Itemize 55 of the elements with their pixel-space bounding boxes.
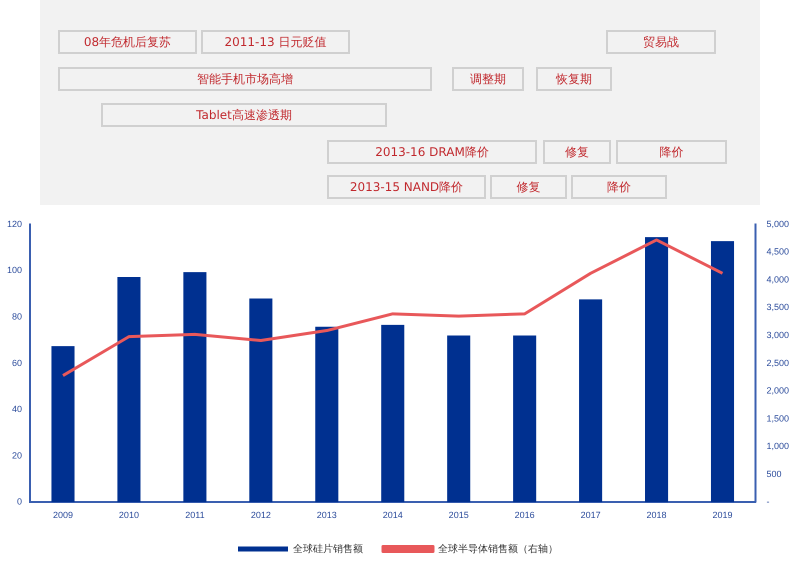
y2-tick-label: 3,000 <box>766 330 790 340</box>
x-tick-label: 2019 <box>712 510 733 520</box>
text: 08年危机后复苏 <box>58 30 197 54</box>
y2-tick-label: - <box>766 496 770 507</box>
bar <box>315 326 338 502</box>
y-tick-label: 0 <box>17 496 22 507</box>
bar <box>513 336 536 502</box>
x-tick-label: 2018 <box>646 510 667 520</box>
bar <box>117 276 140 502</box>
text: 降价 <box>571 175 667 199</box>
y2-tick-label: 1,500 <box>766 413 790 424</box>
bar <box>381 324 404 502</box>
legend-label: 全球硅片销售额 <box>293 542 363 555</box>
y-tick-label: 60 <box>12 358 22 368</box>
x-tick-label: 2016 <box>514 510 535 520</box>
x-tick-label: 2015 <box>448 510 469 520</box>
text: 2011-13 日元贬值 <box>201 30 350 54</box>
x-tick-label: 2012 <box>250 510 271 520</box>
y2-tick-label: 5,000 <box>766 218 790 229</box>
legend-label: 全球半导体销售额（右轴） <box>438 542 558 555</box>
y2-tick-label: 4,000 <box>766 274 790 284</box>
text: 恢复期 <box>536 67 612 91</box>
x-tick-label: 2011 <box>185 510 205 520</box>
bar <box>579 299 602 502</box>
text: Tablet高速渗透期 <box>101 103 387 127</box>
text: 智能手机市场高增 <box>58 67 432 91</box>
text: 2013-15 NAND降价 <box>327 175 486 199</box>
y-tick-label: 100 <box>6 265 22 276</box>
text: 降价 <box>616 140 727 164</box>
bar <box>710 241 734 502</box>
y2-tick-label: 1,000 <box>766 441 790 452</box>
x-tick-label: 2010 <box>118 510 139 520</box>
x-tick-label: 2009 <box>52 510 74 520</box>
y-tick-label: 120 <box>6 218 22 229</box>
y2-tick-label: 500 <box>766 468 782 479</box>
bar <box>249 298 272 502</box>
x-tick-label: 2013 <box>316 510 337 520</box>
y-tick-label: 40 <box>12 404 22 414</box>
bar <box>51 346 75 502</box>
x-tick-label: 2014 <box>382 510 403 520</box>
y2-tick-label: 4,500 <box>766 246 790 257</box>
y2-tick-label: 3,500 <box>766 302 790 312</box>
text: 调整期 <box>452 67 524 91</box>
bar <box>447 336 470 502</box>
text: 修复 <box>543 140 611 164</box>
y2-tick-label: 2,000 <box>766 386 790 396</box>
y-tick-label: 80 <box>12 311 22 322</box>
bar <box>645 237 668 502</box>
text: 贸易战 <box>606 30 716 54</box>
y-tick-label: 20 <box>12 450 22 460</box>
y2-tick-label: 2,500 <box>766 358 790 368</box>
x-tick-label: 2017 <box>580 510 601 520</box>
bar <box>183 272 206 502</box>
text: 2013-16 DRAM降价 <box>327 140 537 164</box>
text: 修复 <box>490 175 567 199</box>
